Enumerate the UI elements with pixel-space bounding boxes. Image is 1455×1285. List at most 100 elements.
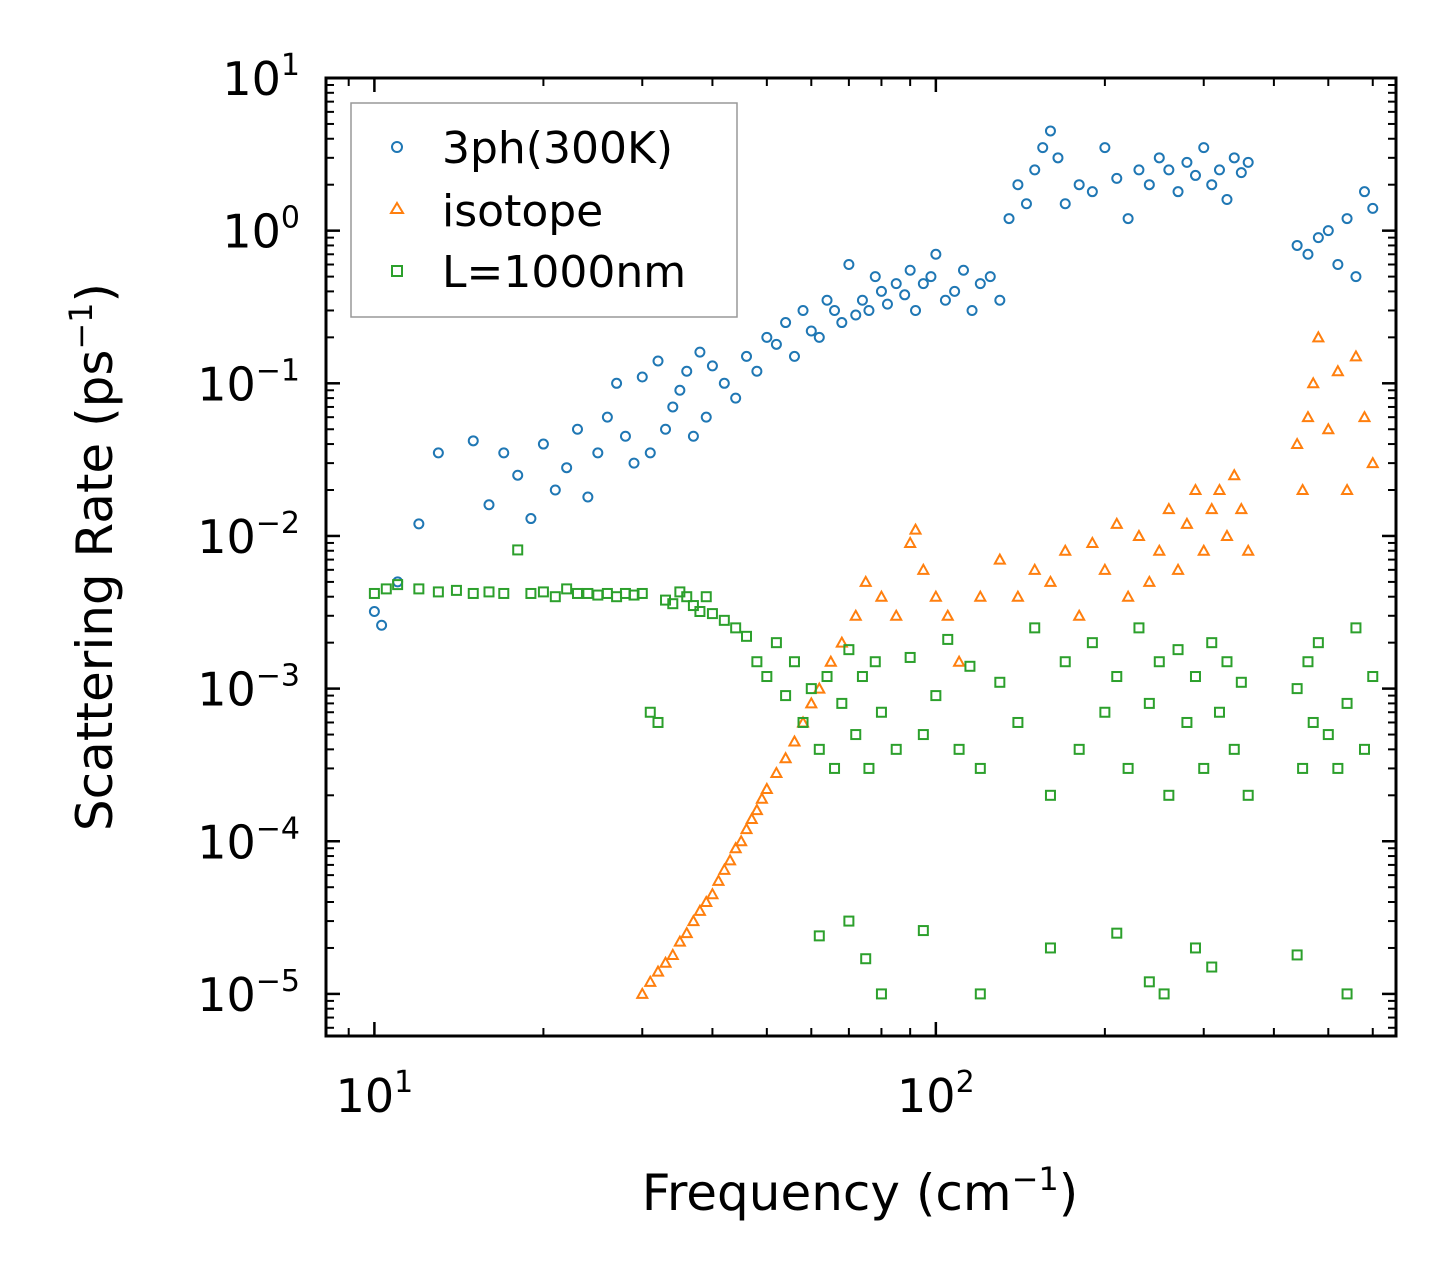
data-point — [904, 264, 916, 276]
data-point — [674, 384, 686, 396]
data-point — [1332, 259, 1344, 271]
data-point — [706, 608, 718, 620]
data-point — [917, 729, 929, 741]
data-point — [549, 591, 561, 603]
data-point — [1213, 706, 1225, 718]
data-point — [1357, 410, 1372, 423]
data-point — [601, 411, 613, 423]
data-point — [711, 873, 726, 886]
data-point — [849, 608, 863, 621]
data-point — [1367, 671, 1379, 683]
data-point — [537, 438, 549, 450]
data-point — [788, 656, 800, 668]
data-point — [1158, 988, 1170, 1000]
data-point — [903, 535, 917, 548]
data-point — [974, 988, 986, 1000]
data-point — [1073, 743, 1085, 755]
data-point — [930, 248, 942, 260]
data-point — [1162, 502, 1176, 515]
data-point — [1121, 589, 1135, 602]
data-point — [1142, 574, 1157, 587]
x-tick-label: 102 — [897, 1065, 975, 1123]
data-point — [635, 986, 649, 999]
data-point — [942, 633, 954, 645]
x-axis-label: Frequency (cm−1) — [642, 1160, 1079, 1222]
data-point — [974, 278, 986, 290]
data-point — [537, 586, 549, 598]
data-point — [1241, 543, 1255, 556]
data-point — [1291, 239, 1303, 251]
data-point — [917, 278, 929, 290]
data-point — [1221, 193, 1233, 205]
data-point — [889, 608, 903, 621]
data-point — [1020, 198, 1032, 210]
data-point — [1122, 213, 1134, 225]
data-point — [1181, 716, 1193, 728]
data-point — [1029, 622, 1041, 634]
data-point — [1044, 789, 1056, 801]
data-point — [780, 690, 792, 702]
data-point — [694, 346, 706, 358]
data-point — [1235, 676, 1247, 688]
data-point — [636, 587, 648, 599]
data-point — [1322, 729, 1334, 741]
data-point — [797, 716, 809, 728]
data-point — [376, 619, 388, 631]
data-point — [1098, 562, 1112, 575]
data-point — [1172, 644, 1184, 656]
data-point — [582, 491, 594, 503]
data-point — [1086, 186, 1098, 198]
data-point — [686, 914, 701, 927]
data-point — [829, 762, 841, 774]
data-point — [966, 304, 978, 316]
data-point — [780, 317, 792, 329]
data-point — [750, 803, 764, 816]
data-point — [680, 926, 694, 939]
data-point — [1085, 535, 1100, 548]
data-point — [739, 822, 754, 835]
data-point — [1163, 789, 1175, 801]
legend-marker-l1000nm — [391, 265, 403, 277]
data-point — [1189, 169, 1201, 181]
data-point — [1206, 637, 1218, 649]
data-point — [706, 360, 718, 372]
data-point — [718, 377, 730, 389]
data-point — [368, 605, 380, 617]
data-point — [994, 294, 1006, 306]
data-point — [636, 371, 648, 383]
data-point — [525, 587, 537, 599]
data-point — [730, 392, 742, 404]
legend-marker-isotope — [389, 201, 405, 214]
legend-box — [350, 102, 738, 318]
y-tick-label: 101 — [222, 48, 300, 106]
y-tick-label: 10−5 — [197, 964, 300, 1022]
data-point — [1220, 528, 1234, 541]
data-point — [1122, 762, 1134, 774]
data-point — [699, 894, 713, 908]
data-point — [1301, 410, 1315, 423]
data-point — [467, 587, 479, 599]
data-point — [993, 552, 1007, 565]
data-point — [717, 862, 732, 875]
data-point — [769, 765, 784, 778]
data-point — [1295, 482, 1310, 496]
data-point — [1011, 589, 1025, 602]
data-point — [836, 317, 848, 329]
data-point — [1340, 482, 1354, 496]
data-point — [953, 743, 965, 755]
data-point — [761, 331, 773, 343]
data-point — [483, 499, 495, 511]
data-point — [1235, 167, 1247, 179]
data-point — [1099, 706, 1111, 718]
data-point — [1234, 502, 1249, 515]
data-point — [644, 447, 656, 459]
data-point — [751, 656, 763, 668]
x-tick-label: 101 — [336, 1065, 414, 1123]
series-3ph-300k- — [368, 125, 1379, 631]
plot-frame — [324, 76, 1398, 1038]
data-point — [413, 518, 425, 530]
data-point — [1152, 543, 1166, 556]
data-point — [1099, 142, 1111, 154]
data-point — [1212, 482, 1227, 496]
data-point — [467, 435, 479, 447]
